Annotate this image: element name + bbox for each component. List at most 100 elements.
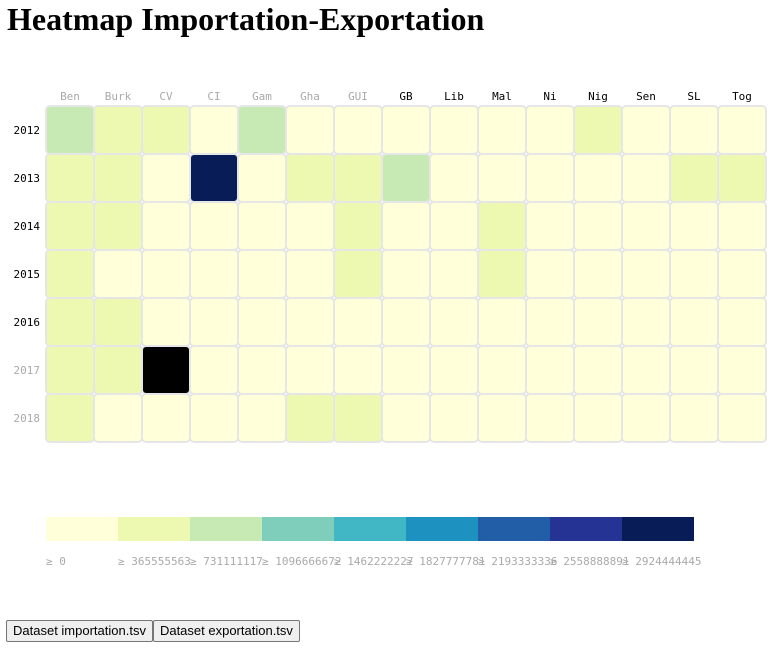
heatmap-cell: [717, 345, 767, 395]
heatmap-cell: [45, 345, 95, 395]
heatmap-cell: [333, 345, 383, 395]
legend-swatch: [550, 517, 622, 541]
legend-label: ≥ 365555563: [118, 555, 191, 568]
heatmap-cell: [333, 393, 383, 443]
heatmap-cell: [573, 201, 623, 251]
heatmap-cell: [285, 153, 335, 203]
heatmap-cell: [237, 201, 287, 251]
legend-label: ≥ 1827777781: [406, 555, 485, 568]
heatmap-cell: [93, 105, 143, 155]
heatmap-cell: [285, 345, 335, 395]
heatmap-cell: [381, 105, 431, 155]
heatmap-cell: [669, 345, 719, 395]
heatmap-cell: [717, 249, 767, 299]
column-label: Lib: [444, 90, 464, 103]
heatmap-cell: [669, 249, 719, 299]
heatmap-cell: [237, 393, 287, 443]
heatmap-cell: [237, 105, 287, 155]
heatmap-cell: [429, 393, 479, 443]
dataset-button-group: Dataset importation.tsv Dataset exportat…: [6, 620, 300, 642]
heatmap-cell: [621, 249, 671, 299]
heatmap-cell: [189, 297, 239, 347]
legend-swatch: [478, 517, 550, 541]
legend-swatch: [118, 517, 190, 541]
heatmap-cell: [477, 201, 527, 251]
heatmap-cell: [189, 201, 239, 251]
heatmap-cell: [285, 297, 335, 347]
legend-swatch: [190, 517, 262, 541]
legend-swatch: [622, 517, 694, 541]
heatmap-cell: [477, 105, 527, 155]
heatmap-cell: [333, 153, 383, 203]
heatmap-cell: [381, 345, 431, 395]
heatmap-cell: [525, 393, 575, 443]
heatmap-cell: [477, 393, 527, 443]
heatmap-cell: [93, 249, 143, 299]
exportation-dataset-button[interactable]: Dataset exportation.tsv: [152, 620, 300, 642]
heatmap-cell: [141, 249, 191, 299]
heatmap-cell: [429, 153, 479, 203]
heatmap-cell: [717, 201, 767, 251]
heatmap-cell: [573, 297, 623, 347]
heatmap-cell: [189, 345, 239, 395]
heatmap-cell: [717, 105, 767, 155]
heatmap-cell: [477, 345, 527, 395]
heatmap-cell: [525, 297, 575, 347]
heatmap-cell: [45, 249, 95, 299]
heatmap-cell: [141, 345, 191, 395]
heatmap-cell: [621, 393, 671, 443]
legend-label: ≥ 1462222227: [334, 555, 413, 568]
heatmap-cell: [669, 201, 719, 251]
heatmap-cell: [381, 297, 431, 347]
heatmap-cell: [477, 153, 527, 203]
heatmap-cell: [285, 105, 335, 155]
column-label: GB: [399, 90, 413, 103]
heatmap-cell: [93, 345, 143, 395]
legend-label: ≥ 1096666672: [262, 555, 341, 568]
heatmap-cell: [477, 297, 527, 347]
heatmap-cell: [45, 297, 95, 347]
heatmap-cell: [141, 153, 191, 203]
heatmap-cell: [381, 153, 431, 203]
heatmap-cell: [381, 201, 431, 251]
heatmap-cell: [381, 393, 431, 443]
heatmap-cell: [189, 249, 239, 299]
heatmap-cell: [573, 345, 623, 395]
heatmap-cell: [189, 105, 239, 155]
column-label: Gam: [252, 90, 272, 103]
legend-swatch: [334, 517, 406, 541]
page-title: Heatmap Importation-Exportation: [7, 1, 485, 37]
heatmap-cell: [333, 105, 383, 155]
heatmap-cell: [93, 393, 143, 443]
heatmap-cell: [285, 393, 335, 443]
row-label: 2013: [14, 172, 41, 185]
heatmap-cell: [573, 105, 623, 155]
heatmap-cell: [429, 105, 479, 155]
heatmap-cell: [717, 297, 767, 347]
heatmap-cell: [573, 393, 623, 443]
heatmap-cell: [237, 297, 287, 347]
heatmap-cell: [525, 153, 575, 203]
heatmap-cell: [285, 201, 335, 251]
heatmap-cell: [333, 297, 383, 347]
heatmap-cell: [93, 153, 143, 203]
legend-label: ≥ 2558888891: [550, 555, 629, 568]
heatmap-cell: [45, 105, 95, 155]
importation-dataset-button[interactable]: Dataset importation.tsv: [6, 620, 153, 642]
heatmap-cell: [237, 249, 287, 299]
row-label: 2017: [14, 364, 41, 377]
heatmap-cell: [45, 201, 95, 251]
heatmap-cell: [573, 153, 623, 203]
heatmap-cell: [285, 249, 335, 299]
column-label: Burk: [105, 90, 132, 103]
heatmap-cell: [621, 297, 671, 347]
heatmap-cell: [141, 393, 191, 443]
heatmap-cell: [669, 153, 719, 203]
heatmap-cell: [477, 249, 527, 299]
legend-label: ≥ 2193333336: [478, 555, 557, 568]
heatmap-cell: [525, 249, 575, 299]
column-label: GUI: [348, 90, 368, 103]
row-label: 2016: [14, 316, 41, 329]
legend-swatch: [46, 517, 118, 541]
column-label: Tog: [732, 90, 752, 103]
